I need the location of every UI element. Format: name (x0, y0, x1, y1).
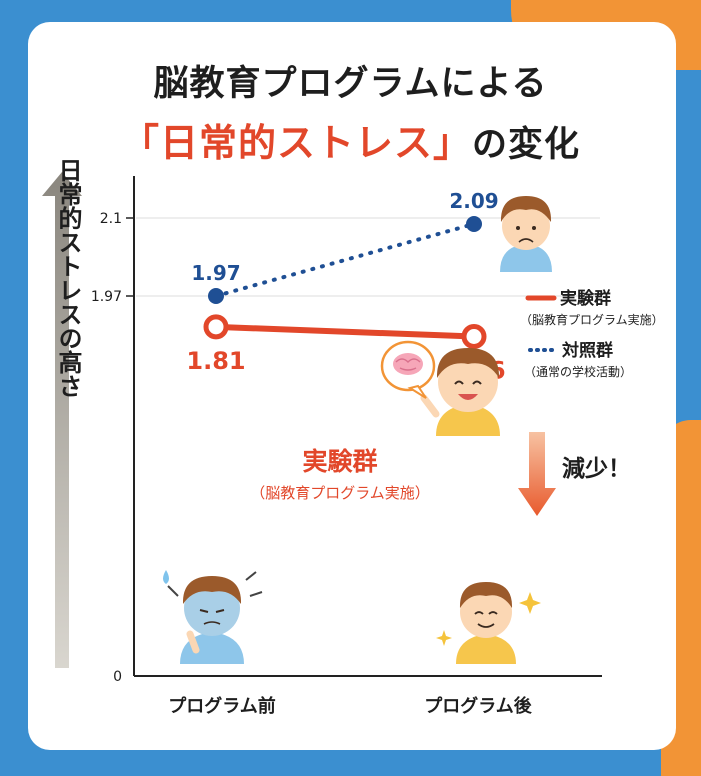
legend-label-experimental: 実験群 (560, 288, 611, 309)
y-tick-label: 0 (113, 669, 122, 685)
data-label-control: 2.09 (449, 189, 498, 213)
legend-label-control: 対照群 (561, 340, 613, 361)
legend-sublabel-experimental: （脳教育プログラム実施） (520, 312, 664, 327)
chart-title-line2: 「日常的ストレス」の変化 (0, 112, 701, 167)
y-tick-label: 1.97 (91, 289, 122, 305)
chart-title-rest: の変化 (472, 125, 581, 165)
legend: 実験群 （脳教育プログラム実施） 対照群 （通常の学校活動） (520, 288, 664, 379)
y-tick-label: 2.1 (100, 211, 122, 227)
experimental-series-annotation: 実験群 (302, 447, 377, 476)
chart-title-highlight: 「日常的ストレス」 (120, 121, 472, 165)
chart-title-line1: 脳教育プログラムによる (153, 64, 548, 104)
experimental-series-subannotation: （脳教育プログラム実施） (250, 484, 430, 502)
sweat-lines-icon (163, 570, 263, 597)
data-point-experimental (203, 314, 229, 340)
decrease-annotation: 減少！ (562, 456, 631, 482)
content-child-illustration (436, 582, 541, 664)
data-point-control (466, 216, 482, 232)
sparkle-icon (436, 592, 541, 646)
data-point-control (208, 288, 224, 304)
card (28, 22, 676, 750)
series-line-control (214, 222, 476, 298)
brain-icon (393, 353, 423, 375)
y-axis-arrow (42, 172, 82, 668)
data-label-control: 1.97 (191, 261, 240, 285)
y-axis-label: 日常的ストレスの高さ (54, 158, 82, 398)
x-tick-label: プログラム前 (168, 695, 275, 717)
decrease-arrow (518, 432, 556, 516)
series-line-experimental (215, 323, 475, 340)
data-point-experimental (461, 324, 487, 350)
x-tick-label: プログラム後 (424, 695, 532, 717)
legend-sublabel-control: （通常の学校活動） (524, 364, 632, 379)
stressed-child-illustration (163, 570, 263, 664)
data-label-experimental: 1.81 (186, 347, 245, 375)
sad-child-illustration (500, 196, 552, 272)
happy-child-illustration (380, 340, 500, 436)
